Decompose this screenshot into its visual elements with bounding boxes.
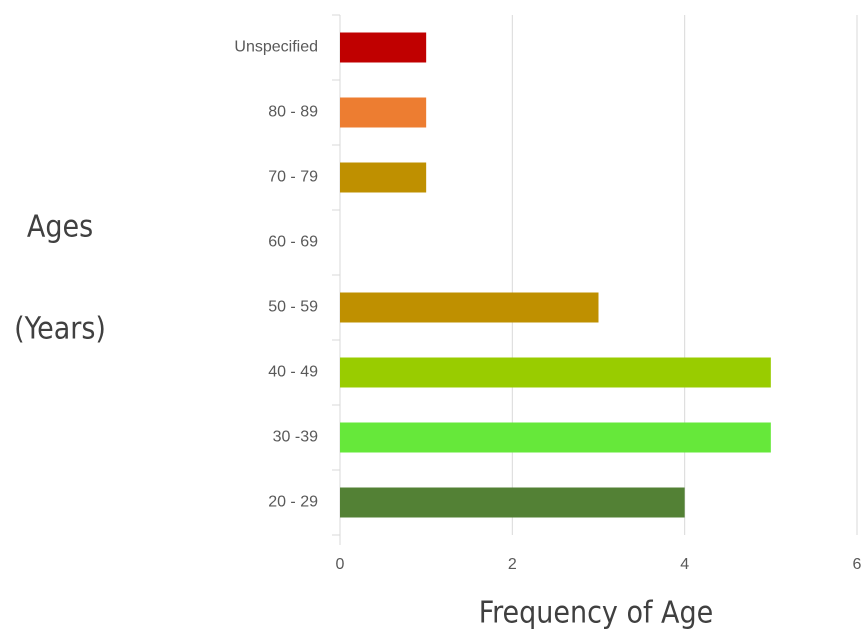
bar <box>340 97 427 128</box>
y-tick-label: Unspecified <box>234 39 318 56</box>
x-tick-label: 4 <box>680 556 689 573</box>
y-axis-label: (Years) <box>14 312 106 347</box>
y-tick-label: 50 - 59 <box>268 299 318 316</box>
x-tick-label: 2 <box>508 556 517 573</box>
bar <box>340 32 427 63</box>
y-tick-label: 40 - 49 <box>268 364 318 381</box>
y-tick-label: 80 - 89 <box>268 104 318 121</box>
y-tick-label: 60 - 69 <box>268 234 318 251</box>
bar <box>340 487 685 518</box>
bar <box>340 422 771 453</box>
bar <box>340 162 427 193</box>
y-tick-label: 30 -39 <box>273 429 318 446</box>
x-tick-label: 0 <box>336 556 345 573</box>
y-tick-label: 70 - 79 <box>268 169 318 186</box>
bar <box>340 357 771 388</box>
bar <box>340 292 599 323</box>
y-tick-label: 20 - 29 <box>268 494 318 511</box>
y-axis-label: Ages <box>27 210 93 245</box>
x-tick-label: 6 <box>853 556 862 573</box>
x-axis-label: Frequency of Age <box>479 596 714 631</box>
